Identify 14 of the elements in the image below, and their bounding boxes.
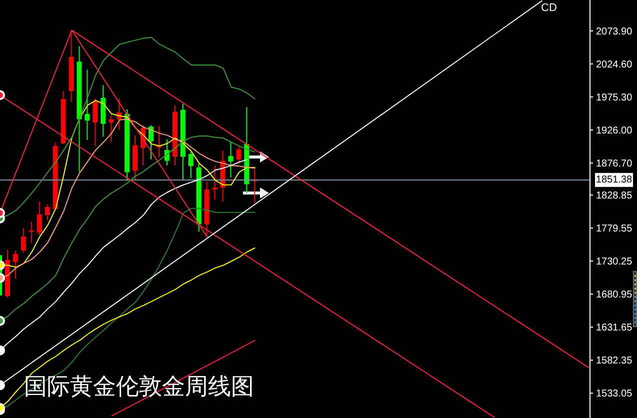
y-tick-label: 1582.35 <box>596 356 633 367</box>
y-tick-label: 1730.25 <box>596 256 633 268</box>
y-tick-label: 1680.95 <box>596 290 633 301</box>
y-tick-label: 2024.60 <box>596 59 633 70</box>
y-tick-label: 1975.30 <box>596 92 633 104</box>
y-tick-label: 1926.00 <box>596 126 633 137</box>
ref-line-label: 1851.38 <box>596 174 633 186</box>
y-tick-label: 1533.05 <box>596 388 633 400</box>
annotation: CD <box>541 2 557 14</box>
y-tick-label: 1631.65 <box>596 322 633 334</box>
y-tick-label: 1779.55 <box>596 224 633 235</box>
y-tick-label: 1876.70 <box>596 158 633 170</box>
y-tick-label: 1828.85 <box>596 190 633 202</box>
y-tick-label: 2073.90 <box>596 26 633 38</box>
